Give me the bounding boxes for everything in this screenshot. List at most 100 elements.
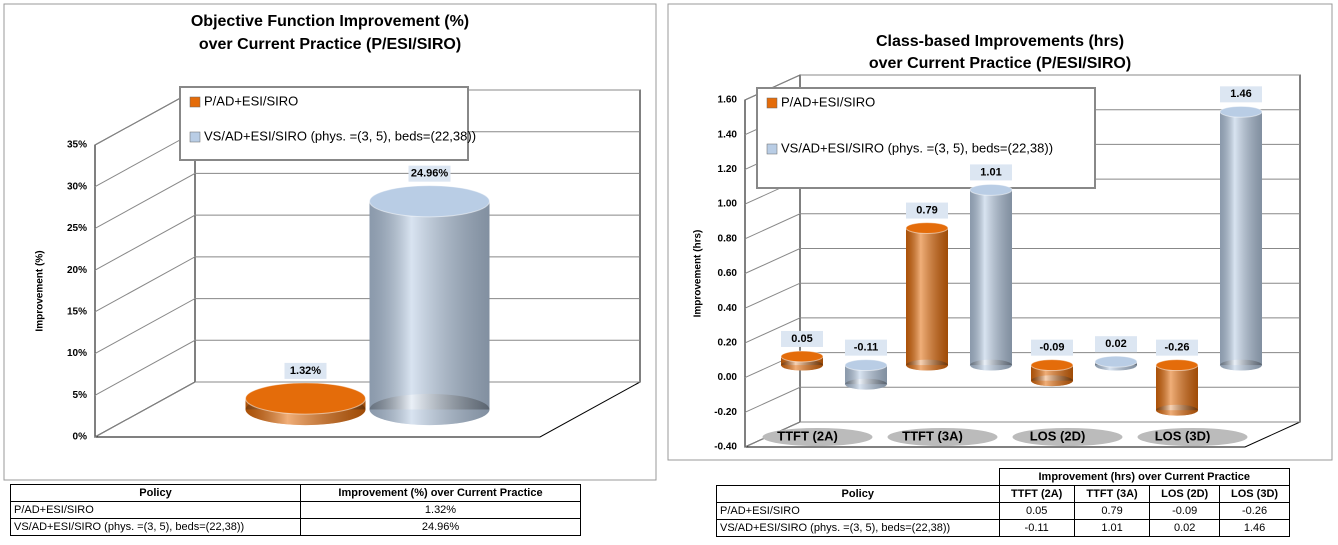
legend-box xyxy=(756,87,1096,189)
y-axis-label: Improvement (hrs) xyxy=(693,230,704,318)
cell: -0.09 xyxy=(1149,502,1221,520)
y-tick-label: 0.80 xyxy=(718,233,738,244)
bar-bottom-shine xyxy=(906,359,948,371)
bar-top xyxy=(780,350,824,363)
grid-line xyxy=(94,256,640,313)
bar xyxy=(1219,105,1263,371)
legend-swatch xyxy=(189,131,201,143)
bar xyxy=(369,185,490,426)
bar-bottom-shine xyxy=(845,378,887,390)
y-tick-label: 0.60 xyxy=(718,268,738,279)
value-label: 1.46 xyxy=(1230,88,1251,100)
grid-line xyxy=(744,282,1300,309)
category-shadow xyxy=(1012,428,1123,446)
y-tick-label: 0.40 xyxy=(718,303,738,314)
value-label-box xyxy=(781,330,823,347)
bar xyxy=(969,183,1013,371)
x-tick-label: LOS (3D) xyxy=(1155,428,1211,443)
cell: Improvement (%) over Current Practice xyxy=(300,484,581,502)
bar-shine xyxy=(1156,365,1198,411)
grid-line xyxy=(94,214,640,271)
cell: 1.46 xyxy=(1219,519,1290,537)
bar-top xyxy=(969,183,1013,196)
y-tick-label: 30% xyxy=(67,181,87,192)
cell: P/AD+ESI/SIRO xyxy=(10,501,301,519)
bar-shine xyxy=(369,201,490,410)
cell: 1.01 xyxy=(1073,519,1151,537)
cell: Policy xyxy=(716,485,1000,503)
value-label-box xyxy=(845,339,887,356)
x-tick-label: LOS (2D) xyxy=(1030,428,1086,443)
value-label-box xyxy=(408,165,451,182)
value-label: 0.05 xyxy=(791,333,812,345)
cell: LOS (3D) xyxy=(1219,485,1290,503)
y-tick-label: 20% xyxy=(67,265,87,276)
bar xyxy=(905,222,949,371)
value-label-box xyxy=(1031,339,1073,356)
bar-top xyxy=(245,382,366,415)
legend-swatch xyxy=(766,97,778,109)
value-label: 24.96% xyxy=(411,168,449,180)
y-tick-label: 0% xyxy=(73,432,88,443)
value-label-box xyxy=(284,362,327,379)
x-tick-label: TTFT (3A) xyxy=(902,428,963,443)
value-label-box xyxy=(970,164,1012,181)
y-tick-label: 0.00 xyxy=(718,372,738,383)
legend-label: P/AD+ESI/SIRO xyxy=(204,93,298,108)
x-tick-label: TTFT (2A) xyxy=(777,428,838,443)
legend-box xyxy=(179,86,469,161)
value-label-box xyxy=(1095,336,1137,353)
cell: VS/AD+ESI/SIRO (phys. =(3, 5), beds=(22,… xyxy=(716,519,1000,537)
bar xyxy=(1030,359,1074,387)
cell: -0.26 xyxy=(1219,502,1290,520)
cell: 1.32% xyxy=(300,501,581,519)
category-shadow xyxy=(1137,428,1248,446)
category-shadow xyxy=(762,428,873,446)
cell: 0.79 xyxy=(1073,502,1151,520)
cell: 0.02 xyxy=(1149,519,1221,537)
bar-top xyxy=(1030,359,1074,372)
value-label: 1.01 xyxy=(980,166,1001,178)
value-label: 0.02 xyxy=(1105,338,1126,350)
value-label: -0.11 xyxy=(854,342,878,354)
legend-label: VS/AD+ESI/SIRO (phys. =(3, 5), beds=(22,… xyxy=(204,128,476,143)
value-label: 1.32% xyxy=(290,365,321,377)
cell: 0.05 xyxy=(998,502,1075,520)
bar-bottom-shine xyxy=(781,359,823,371)
bar-top xyxy=(1094,355,1138,368)
y-tick-label: 1.00 xyxy=(718,199,738,210)
bar-bottom-shine xyxy=(1220,359,1262,371)
bar xyxy=(780,350,824,371)
value-label: -0.09 xyxy=(1039,342,1064,354)
grid-line xyxy=(744,421,1300,448)
bar xyxy=(1155,359,1199,416)
bar-top xyxy=(1219,105,1263,118)
cell: TTFT (2A) xyxy=(998,485,1075,503)
bar-bottom-shine xyxy=(970,359,1012,371)
legend-label: P/AD+ESI/SIRO xyxy=(781,94,875,109)
grid-line xyxy=(94,339,640,396)
bar-bottom-shine xyxy=(1031,375,1073,387)
cell: Policy xyxy=(10,484,301,502)
grid-line xyxy=(94,381,640,438)
bar-top xyxy=(844,359,888,372)
grid-line xyxy=(94,298,640,355)
y-axis-label: Improvement (%) xyxy=(35,250,46,331)
value-label: -0.26 xyxy=(1164,342,1189,354)
chart-title: Class-based Improvements (hrs) xyxy=(876,33,1124,50)
grid-line xyxy=(744,213,1300,240)
value-label-box xyxy=(1220,86,1262,103)
bar-bottom-shine xyxy=(1156,404,1198,416)
y-tick-label: -0.20 xyxy=(714,407,737,418)
cell: 24.96% xyxy=(300,518,581,536)
grid-line xyxy=(744,317,1300,344)
y-tick-label: 1.40 xyxy=(718,129,738,140)
y-tick-label: 5% xyxy=(73,390,88,401)
grid-line xyxy=(744,386,1300,413)
value-label: 0.79 xyxy=(916,204,937,216)
table: Improvement (hrs) over Current Practice … xyxy=(716,468,1290,537)
legend-label: VS/AD+ESI/SIRO (phys. =(3, 5), beds=(22,… xyxy=(781,140,1053,155)
bar-top xyxy=(1155,359,1199,372)
y-tick-label: 10% xyxy=(67,348,87,359)
